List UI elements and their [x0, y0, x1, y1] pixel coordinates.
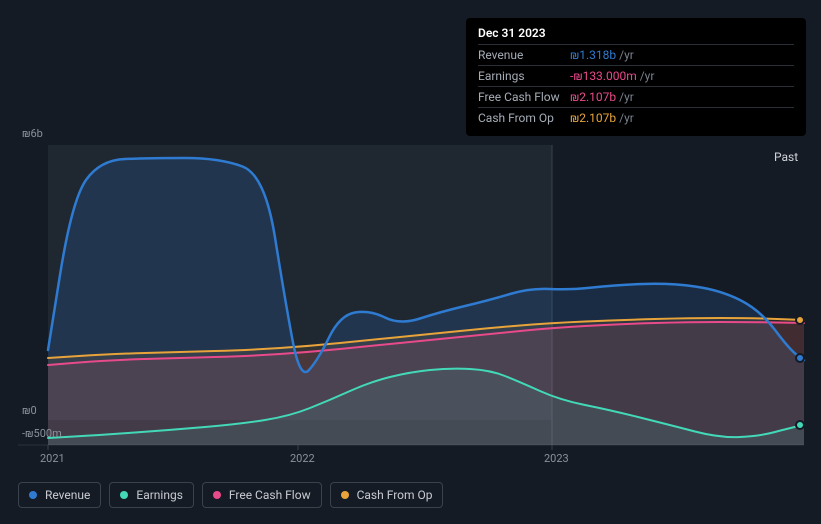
- tooltip-row-label: Cash From Op: [478, 111, 570, 125]
- legend-item-label: Free Cash Flow: [229, 488, 311, 502]
- series-end-marker: [795, 353, 805, 363]
- y-axis-label: -₪500m: [22, 427, 62, 440]
- tooltip-row-label: Earnings: [478, 69, 570, 83]
- legend-item-revenue[interactable]: Revenue: [18, 482, 101, 508]
- tooltip-row-unit: /yr: [619, 111, 634, 125]
- legend-item-cash_from_op[interactable]: Cash From Op: [330, 482, 444, 508]
- tooltip-row-value: -₪133.000m: [570, 69, 637, 83]
- y-axis-label: ₪6b: [22, 127, 43, 140]
- tooltip-row: Revenue₪1.318b/yr: [478, 44, 794, 65]
- y-axis-label: ₪0: [22, 404, 37, 417]
- tooltip-title: Dec 31 2023: [478, 26, 794, 40]
- x-axis-label: 2022: [290, 452, 315, 465]
- x-axis-label: 2023: [544, 452, 569, 465]
- x-axis-label: 2021: [40, 452, 65, 465]
- tooltip-row-value: ₪2.107b: [570, 111, 616, 125]
- past-label: Past: [774, 150, 798, 164]
- tooltip-row-value: ₪2.107b: [570, 90, 616, 104]
- legend-item-label: Cash From Op: [357, 488, 433, 502]
- tooltip-row-label: Free Cash Flow: [478, 90, 570, 104]
- legend-swatch-icon: [341, 491, 349, 499]
- legend-item-label: Earnings: [136, 488, 183, 502]
- legend-swatch-icon: [120, 491, 128, 499]
- series-end-marker: [795, 315, 805, 325]
- legend-item-label: Revenue: [45, 488, 90, 502]
- tooltip-row-label: Revenue: [478, 48, 570, 62]
- legend-swatch-icon: [213, 491, 221, 499]
- legend-item-earnings[interactable]: Earnings: [109, 482, 194, 508]
- tooltip-row: Cash From Op₪2.107b/yr: [478, 107, 794, 128]
- legend-swatch-icon: [29, 491, 37, 499]
- legend-item-free_cash_flow[interactable]: Free Cash Flow: [202, 482, 322, 508]
- tooltip-row-unit: /yr: [619, 48, 634, 62]
- tooltip-panel: Dec 31 2023 Revenue₪1.318b/yrEarnings-₪1…: [466, 18, 806, 136]
- tooltip-row-value: ₪1.318b: [570, 48, 616, 62]
- tooltip-row: Earnings-₪133.000m/yr: [478, 65, 794, 86]
- series-end-marker: [795, 420, 805, 430]
- tooltip-row: Free Cash Flow₪2.107b/yr: [478, 86, 794, 107]
- legend: Revenue Earnings Free Cash Flow Cash From O…: [18, 482, 443, 508]
- tooltip-row-unit: /yr: [640, 69, 655, 83]
- tooltip-row-unit: /yr: [619, 90, 634, 104]
